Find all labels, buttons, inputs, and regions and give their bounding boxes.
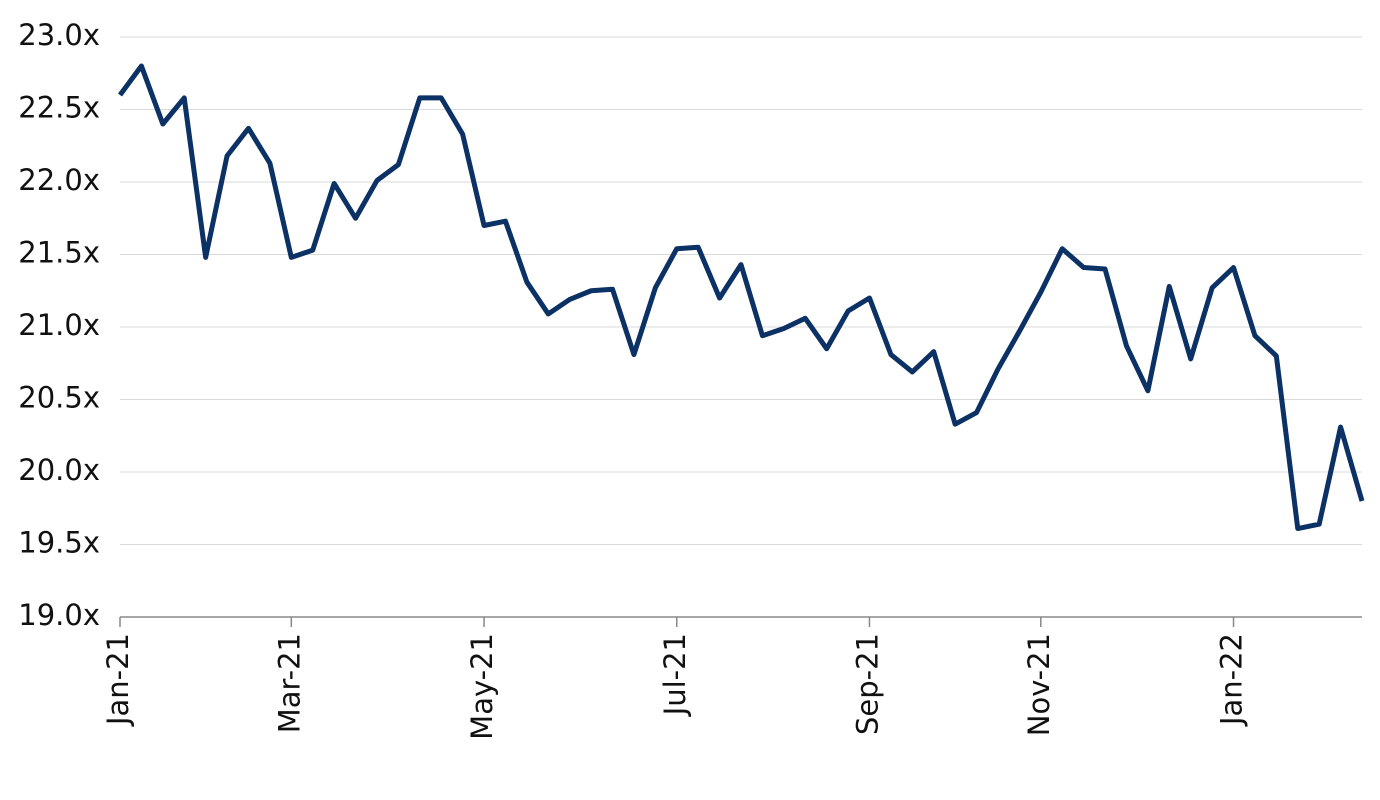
x-tick-label: Jul-21 [658, 633, 692, 717]
x-tick-label: Nov-21 [1022, 633, 1056, 736]
y-tick-label: 22.5x [18, 91, 100, 125]
y-tick-label: 23.0x [18, 18, 100, 52]
y-tick-label: 20.0x [18, 453, 100, 487]
x-tick-label: May-21 [465, 633, 499, 740]
x-tick-label: Mar-21 [272, 633, 306, 733]
x-tick-label: Jan-22 [1215, 633, 1249, 727]
y-tick-label: 20.5x [18, 381, 100, 415]
line-series [117, 63, 1365, 532]
y-tick-label: 21.0x [18, 308, 100, 342]
y-tick-label: 19.5x [18, 526, 100, 560]
x-tick-label: Jan-21 [101, 633, 135, 727]
x-tick-label: Sep-21 [850, 633, 884, 735]
y-tick-label: 22.0x [18, 163, 100, 197]
y-tick-label: 21.5x [18, 236, 100, 270]
y-tick-label: 19.0x [18, 598, 100, 632]
